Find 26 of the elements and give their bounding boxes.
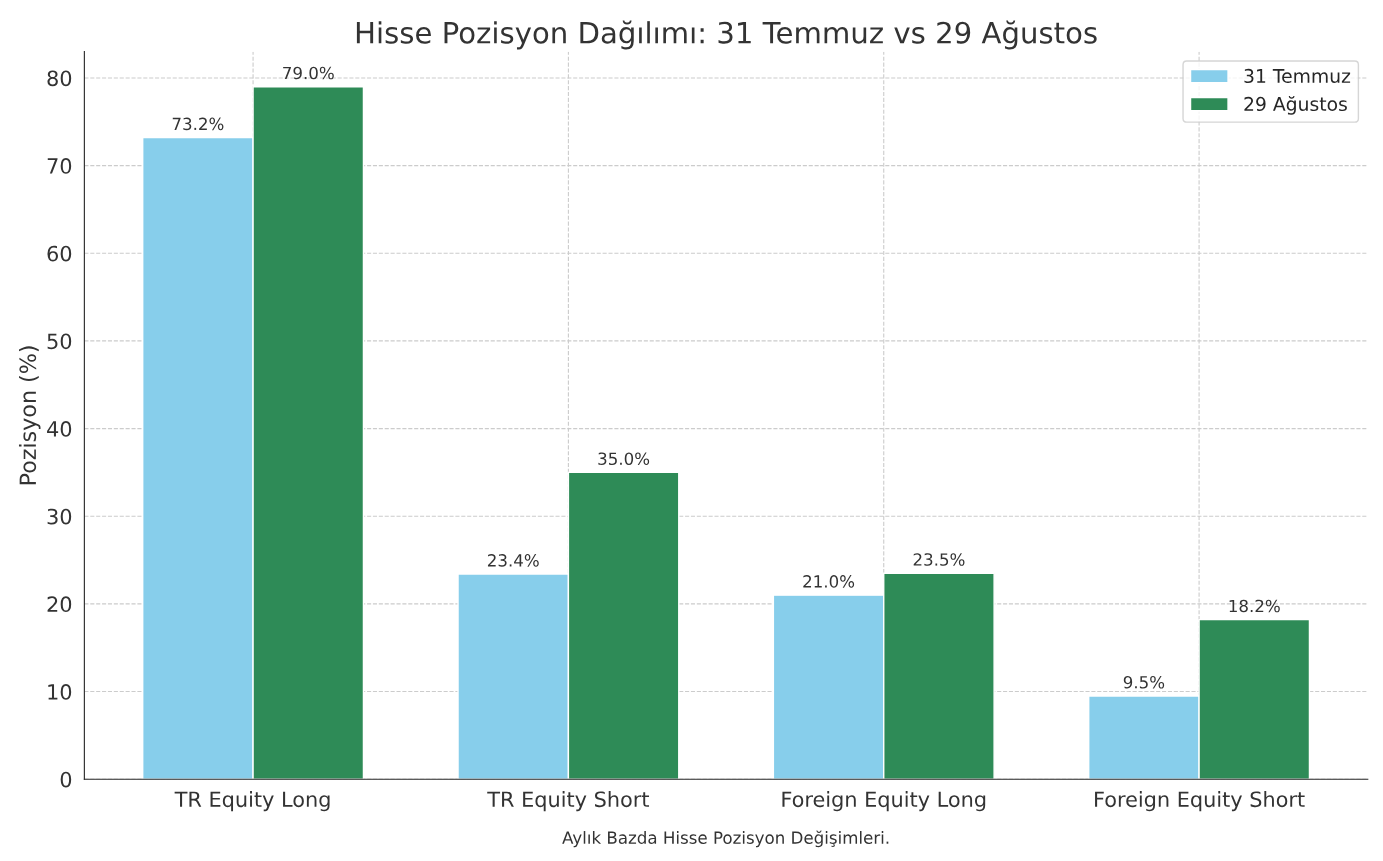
x-tick-label: Foreign Equity Short	[1095, 791, 1305, 812]
data-label: 21.0%	[803, 575, 855, 588]
legend-label: 31 Temmuz	[1244, 68, 1351, 84]
data-label: 18.2%	[1229, 599, 1280, 613]
x-tick-label: TR Equity Long	[174, 791, 330, 812]
y-tick-label: 0	[60, 771, 72, 788]
y-tick-label: 30	[47, 508, 72, 525]
y-tick-label: 50	[47, 333, 72, 350]
y-tick-label: 40	[47, 421, 72, 437]
chart-title: Hisse Pozisyon Dağılımı: 31 Temmuz vs 29 Ağustos	[356, 20, 1097, 50]
data-label: 73.2%	[172, 117, 224, 131]
data-label: 35.0%	[598, 452, 650, 466]
y-tick-label: 20	[47, 596, 72, 613]
y-tick-label: 80	[47, 70, 72, 87]
y-tick-label: 70	[47, 158, 72, 174]
x-tick-label: TR Equity Short	[487, 791, 650, 812]
data-label: 9.5%	[1123, 675, 1165, 689]
y-axis-title: Pozisyon (%)	[18, 346, 41, 485]
legend-label: 29 Ağustos	[1244, 96, 1347, 115]
y-tick-label: 60	[47, 245, 72, 262]
x-tick-label: Foreign Equity Long	[782, 791, 986, 812]
data-label: 79.0%	[283, 66, 334, 80]
y-tick-label: 10	[48, 684, 72, 700]
x-axis-title: Aylık Bazda Hisse Pozisyon Değişimleri.	[562, 830, 889, 848]
data-label: 23.4%	[487, 554, 539, 567]
data-label: 23.5%	[913, 553, 965, 566]
